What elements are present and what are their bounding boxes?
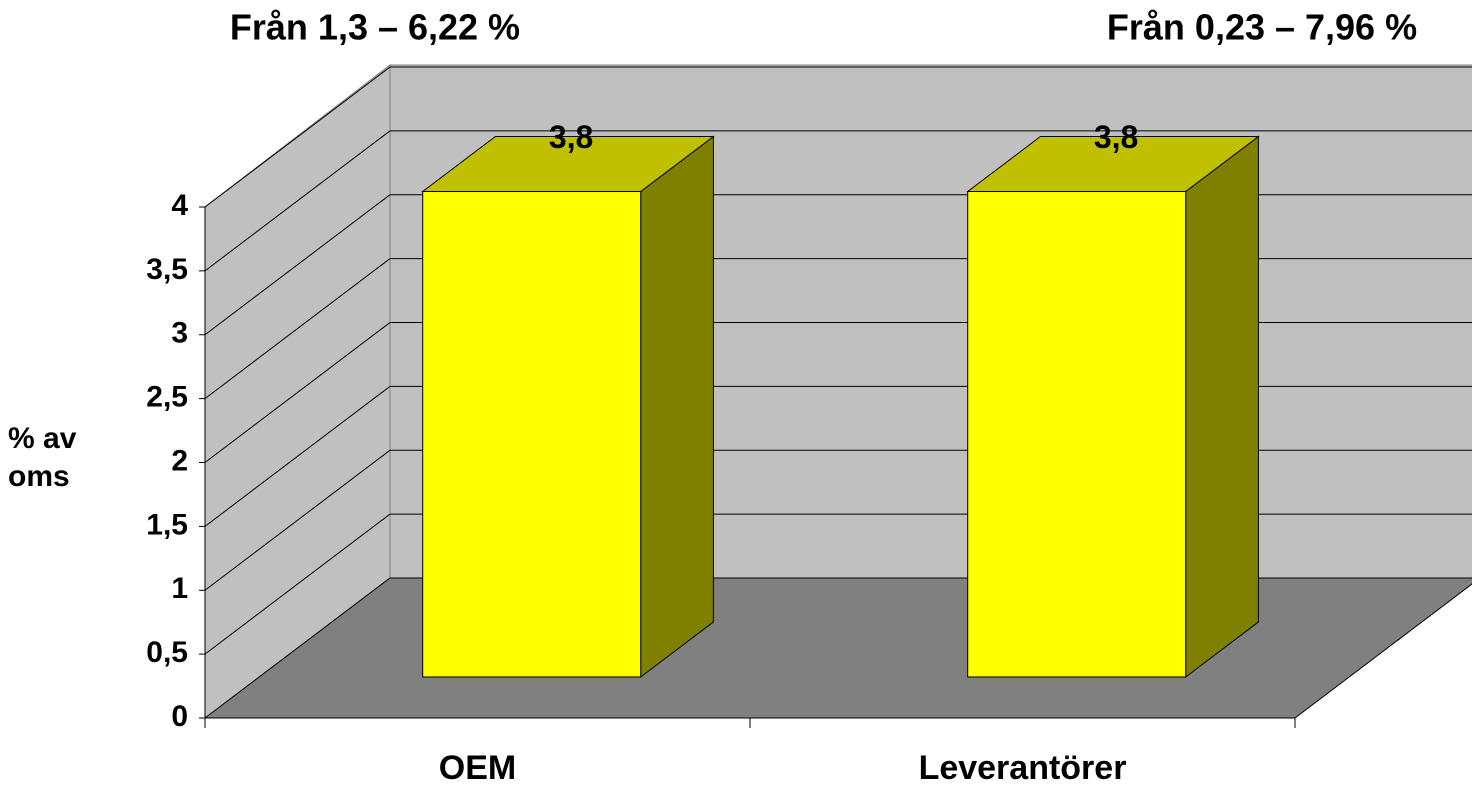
y-tick-label: 1 (171, 572, 188, 605)
grid-line (204, 66, 391, 208)
grid-line (204, 513, 391, 655)
annotation: Från 0,23 – 7,96 % (1107, 7, 1417, 48)
bar-side (1185, 135, 1259, 678)
y-tick-label: 0,5 (146, 636, 188, 669)
y-axis-label: % av oms (8, 422, 77, 493)
y-tick-label: 0 (171, 700, 188, 733)
grid-line (204, 258, 391, 400)
grid-line (204, 449, 391, 591)
x-tick-label: OEM (439, 749, 516, 787)
value-label: 3,8 (1094, 119, 1138, 155)
y-tick-label: 2,5 (146, 381, 188, 414)
grid-line (204, 130, 391, 272)
y-tick-label: 2 (171, 444, 188, 477)
bar (422, 191, 642, 678)
floor (203, 577, 1472, 719)
value-label: 3,8 (549, 119, 593, 155)
grid-line (204, 385, 391, 527)
bar-side (640, 135, 714, 678)
x-tick-label: Leverantörer (919, 749, 1127, 787)
grid-line (204, 322, 391, 463)
y-tick-label: 1,5 (146, 508, 188, 541)
y-tick-label: 3,5 (146, 253, 188, 286)
annotation: Från 1,3 – 6,22 % (230, 7, 520, 48)
bar (967, 191, 1187, 678)
y-tick-label: 4 (171, 189, 188, 222)
grid-line (204, 194, 391, 336)
y-tick-label: 3 (171, 317, 188, 350)
